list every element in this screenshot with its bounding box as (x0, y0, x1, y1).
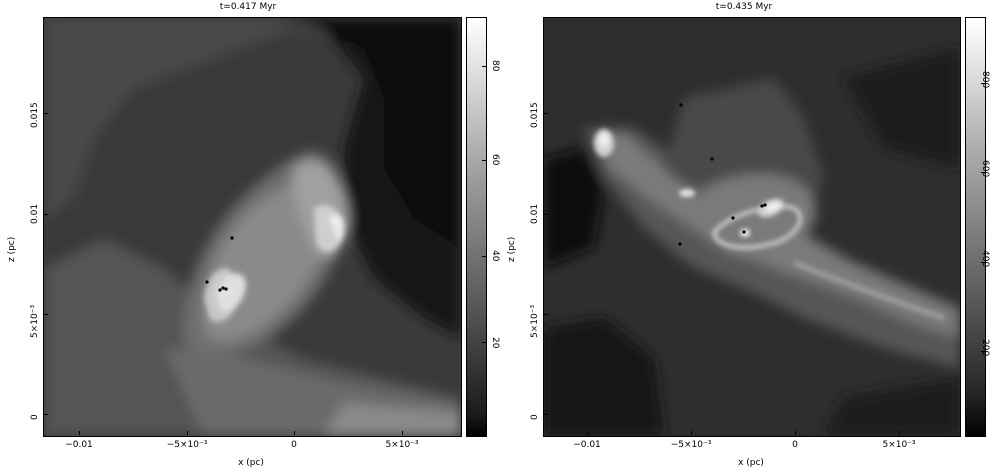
x-tick-mark (795, 431, 796, 435)
density-map (43, 17, 462, 437)
x-axis-label: x (pc) (738, 458, 764, 468)
x-tick-label: 0 (291, 440, 297, 450)
colorbar-tick-mark (981, 262, 985, 263)
x-tick-mark (187, 431, 188, 435)
density-map (543, 17, 961, 437)
y-tick-mark (44, 214, 48, 215)
x-tick-mark (294, 431, 295, 435)
y-axis-label: z (pc) (507, 236, 517, 262)
colorbar-tick-mark (482, 342, 486, 343)
colorbar-tick-label: 800 (980, 71, 990, 89)
y-tick-label: 0.01 (530, 203, 540, 224)
colorbar-tick-label: 200 (980, 339, 990, 357)
x-tick-label: −5×10⁻³ (670, 440, 712, 450)
x-tick-label: −0.01 (573, 440, 601, 450)
panel-title: t=0.417 Myr (219, 2, 277, 12)
y-tick-label: 0 (530, 414, 540, 420)
y-axis-label: z (pc) (7, 236, 17, 262)
right-panel: t=0.435 Myr (496, 0, 992, 474)
density-map-image (44, 18, 461, 436)
y-tick-mark (544, 113, 548, 114)
x-tick-label: 0 (792, 440, 798, 450)
y-tick-label: 0 (30, 414, 40, 420)
colorbar (965, 17, 986, 437)
y-tick-label: 0.015 (530, 102, 540, 128)
y-tick-mark (44, 414, 48, 415)
x-tick-mark (587, 431, 588, 435)
colorbar-tick-mark (482, 256, 486, 257)
colorbar-tick-mark (981, 83, 985, 84)
colorbar-tick-label: 600 (980, 160, 990, 178)
y-tick-mark (44, 314, 48, 315)
colorbar (466, 17, 487, 437)
x-tick-mark (402, 431, 403, 435)
x-axis-label: x (pc) (238, 458, 264, 468)
y-tick-mark (544, 214, 548, 215)
x-tick-label: −5×10⁻³ (166, 440, 208, 450)
y-tick-label: 5×10⁻³ (530, 304, 540, 338)
y-tick-label: 0.015 (30, 102, 40, 128)
density-map-image (544, 18, 960, 436)
panel-title: t=0.435 Myr (715, 2, 773, 12)
colorbar-tick-mark (482, 160, 486, 161)
colorbar-tick-label: 400 (980, 250, 990, 268)
x-tick-mark (899, 431, 900, 435)
y-tick-label: 5×10⁻³ (30, 304, 40, 338)
y-tick-mark (544, 414, 548, 415)
y-tick-label: 0.01 (30, 203, 40, 224)
x-tick-mark (79, 431, 80, 435)
colorbar-tick-mark (981, 172, 985, 173)
left-panel: t=0.417 Myr (7, 2, 500, 468)
y-tick-mark (44, 113, 48, 114)
colorbar-tick-mark (981, 351, 985, 352)
x-tick-mark (691, 431, 692, 435)
colorbar-tick-mark (482, 66, 486, 67)
x-tick-label: −0.01 (65, 440, 93, 450)
y-tick-mark (544, 314, 548, 315)
x-tick-label: 5×10⁻³ (882, 440, 916, 450)
x-tick-label: 5×10⁻³ (385, 440, 419, 450)
